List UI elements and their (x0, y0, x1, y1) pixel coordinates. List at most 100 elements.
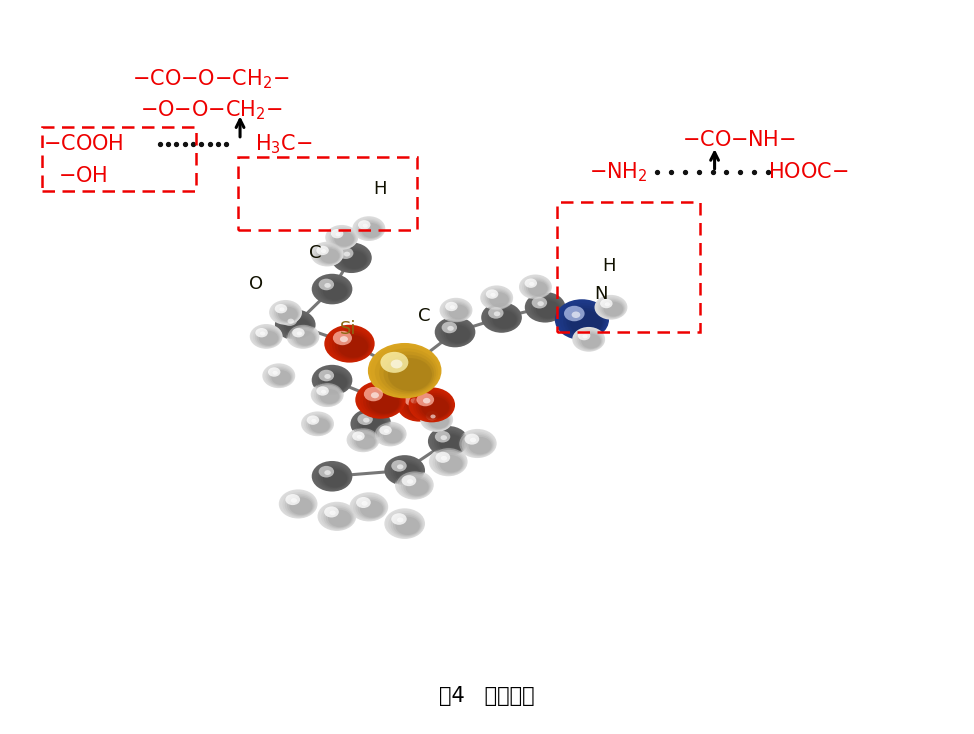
Circle shape (434, 431, 450, 443)
Circle shape (447, 326, 454, 331)
Circle shape (420, 407, 453, 432)
Circle shape (413, 390, 453, 421)
Circle shape (312, 419, 317, 423)
Circle shape (417, 393, 434, 407)
Circle shape (398, 473, 432, 498)
Circle shape (526, 293, 565, 322)
Circle shape (356, 435, 375, 449)
Circle shape (450, 305, 455, 309)
Circle shape (409, 397, 435, 418)
Circle shape (395, 463, 420, 482)
Circle shape (439, 455, 463, 473)
Circle shape (319, 248, 340, 264)
Circle shape (312, 242, 343, 266)
Circle shape (318, 279, 334, 290)
Circle shape (578, 331, 590, 341)
Circle shape (332, 330, 371, 360)
Circle shape (492, 310, 516, 329)
Circle shape (398, 389, 441, 421)
Circle shape (279, 312, 314, 338)
Circle shape (253, 327, 281, 348)
Circle shape (272, 370, 291, 385)
Circle shape (329, 511, 336, 515)
Text: $-$COOH: $-$COOH (43, 134, 124, 154)
Circle shape (436, 432, 465, 454)
Circle shape (363, 387, 402, 416)
Text: HOOC$-$: HOOC$-$ (768, 161, 848, 182)
Circle shape (356, 497, 386, 520)
Circle shape (431, 415, 435, 418)
Circle shape (352, 432, 377, 451)
Circle shape (332, 244, 371, 272)
Circle shape (439, 435, 464, 453)
Circle shape (532, 297, 547, 308)
Circle shape (483, 288, 511, 309)
Circle shape (605, 302, 610, 306)
Circle shape (529, 295, 564, 321)
Circle shape (388, 358, 432, 391)
Circle shape (357, 413, 373, 425)
Circle shape (324, 324, 375, 363)
Bar (238, 157, 417, 230)
Circle shape (260, 332, 265, 335)
Circle shape (251, 325, 282, 349)
Circle shape (401, 391, 439, 420)
Circle shape (361, 417, 386, 435)
Circle shape (604, 302, 623, 316)
Circle shape (325, 508, 353, 528)
Circle shape (401, 475, 416, 486)
Circle shape (357, 220, 383, 239)
Circle shape (257, 330, 280, 346)
Circle shape (407, 479, 413, 484)
Circle shape (322, 373, 347, 391)
Circle shape (578, 331, 603, 350)
Circle shape (489, 292, 509, 307)
Circle shape (405, 479, 429, 496)
Circle shape (419, 395, 450, 419)
Circle shape (263, 364, 295, 388)
Circle shape (403, 476, 430, 497)
Circle shape (322, 469, 347, 487)
Circle shape (440, 435, 447, 440)
Circle shape (323, 506, 354, 528)
Circle shape (287, 495, 314, 515)
Circle shape (287, 319, 294, 324)
Circle shape (386, 509, 425, 539)
Circle shape (436, 318, 474, 347)
Circle shape (384, 355, 434, 393)
Circle shape (331, 229, 344, 239)
Circle shape (270, 301, 302, 324)
Circle shape (444, 302, 470, 321)
Circle shape (311, 382, 344, 407)
Circle shape (430, 427, 468, 456)
Circle shape (284, 494, 315, 517)
Circle shape (430, 414, 449, 429)
Circle shape (351, 409, 392, 439)
Circle shape (368, 343, 441, 399)
Bar (557, 203, 700, 332)
Circle shape (464, 433, 494, 456)
Circle shape (393, 462, 421, 483)
Circle shape (355, 411, 390, 437)
Circle shape (316, 277, 351, 303)
Circle shape (424, 410, 452, 431)
Circle shape (312, 274, 353, 305)
Circle shape (348, 429, 379, 452)
Circle shape (371, 392, 379, 399)
Circle shape (326, 226, 357, 250)
Circle shape (395, 470, 433, 500)
Circle shape (350, 430, 378, 451)
Circle shape (359, 415, 387, 436)
Circle shape (600, 299, 613, 308)
Circle shape (431, 448, 467, 476)
Circle shape (313, 275, 352, 304)
Circle shape (389, 511, 424, 537)
Circle shape (329, 328, 372, 361)
Circle shape (374, 421, 406, 446)
Circle shape (383, 429, 402, 443)
Circle shape (361, 223, 381, 238)
Circle shape (335, 333, 369, 359)
Circle shape (360, 500, 383, 517)
Circle shape (302, 413, 333, 436)
Circle shape (311, 241, 344, 266)
